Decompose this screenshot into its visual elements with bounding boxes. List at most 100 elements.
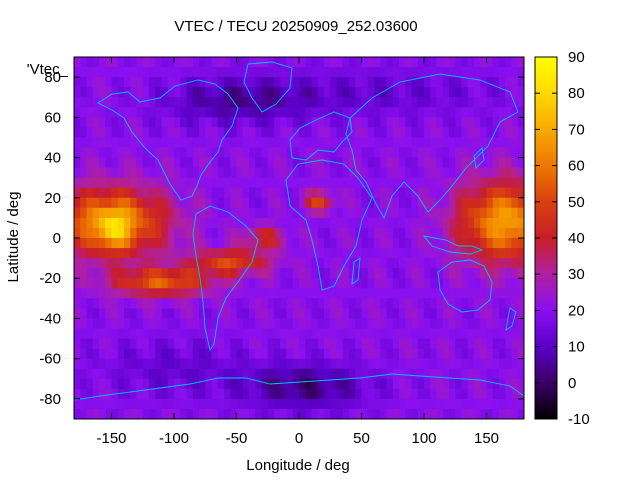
heatmap-cell bbox=[199, 328, 206, 340]
heatmap-cell bbox=[180, 328, 188, 340]
heatmap-cell bbox=[411, 117, 419, 128]
heatmap-cell bbox=[499, 358, 506, 370]
heatmap-cell bbox=[224, 328, 231, 340]
heatmap-cell bbox=[86, 177, 94, 189]
heatmap-cell bbox=[236, 177, 244, 189]
heatmap-cell bbox=[299, 87, 306, 98]
heatmap-cell bbox=[74, 298, 81, 309]
heatmap-cell bbox=[430, 398, 438, 410]
heatmap-cell bbox=[205, 57, 213, 68]
heatmap-cell bbox=[305, 187, 313, 199]
heatmap-cell bbox=[167, 248, 175, 259]
heatmap-cell bbox=[355, 328, 363, 340]
heatmap-cell bbox=[105, 147, 113, 159]
heatmap-cell bbox=[161, 278, 169, 289]
heatmap-cell bbox=[311, 348, 319, 360]
heatmap-cell bbox=[442, 177, 450, 189]
heatmap-cell bbox=[305, 57, 313, 68]
heatmap-cell bbox=[455, 147, 463, 159]
heatmap-cell bbox=[311, 227, 319, 239]
heatmap-cell bbox=[105, 117, 113, 128]
heatmap-cell bbox=[211, 107, 219, 118]
heatmap-cell bbox=[280, 398, 288, 410]
heatmap-cell bbox=[155, 318, 163, 330]
heatmap-cell bbox=[224, 107, 231, 118]
heatmap-cell bbox=[430, 167, 438, 179]
heatmap-cell bbox=[317, 398, 325, 410]
heatmap-cell bbox=[411, 298, 419, 309]
heatmap-cell bbox=[130, 167, 138, 179]
heatmap-cell bbox=[424, 358, 431, 370]
heatmap-cell bbox=[192, 157, 200, 169]
heatmap-cell bbox=[267, 318, 275, 330]
heatmap-cell bbox=[261, 147, 269, 159]
heatmap-cell bbox=[274, 197, 281, 209]
heatmap-cell bbox=[505, 217, 513, 229]
heatmap-cell bbox=[117, 217, 125, 229]
heatmap-cell bbox=[436, 238, 444, 249]
heatmap-cell bbox=[86, 107, 94, 118]
heatmap-cell bbox=[505, 278, 513, 289]
heatmap-cell bbox=[255, 358, 263, 370]
heatmap-cell bbox=[361, 288, 369, 299]
heatmap-cell bbox=[149, 147, 156, 159]
heatmap-cell bbox=[117, 258, 125, 269]
heatmap-cell bbox=[430, 157, 438, 169]
heatmap-cell bbox=[299, 278, 306, 289]
heatmap-cell bbox=[299, 318, 306, 330]
heatmap-cell bbox=[161, 217, 169, 229]
heatmap-cell bbox=[380, 157, 388, 169]
heatmap-cell bbox=[99, 57, 106, 68]
heatmap-cell bbox=[180, 318, 188, 330]
heatmap-cell bbox=[505, 67, 513, 78]
heatmap-cell bbox=[255, 318, 263, 330]
heatmap-cell bbox=[411, 177, 419, 189]
heatmap-cell bbox=[255, 388, 263, 400]
heatmap-cell bbox=[117, 328, 125, 340]
heatmap-cell bbox=[499, 388, 506, 400]
heatmap-cell bbox=[361, 77, 369, 88]
heatmap-cell bbox=[236, 207, 244, 219]
heatmap-cell bbox=[455, 217, 463, 229]
heatmap-cell bbox=[442, 157, 450, 169]
heatmap-cell bbox=[161, 348, 169, 360]
heatmap-cell bbox=[486, 177, 494, 189]
heatmap-cell bbox=[517, 378, 524, 390]
heatmap-cell bbox=[186, 67, 194, 78]
heatmap-cell bbox=[230, 248, 238, 259]
heatmap-cell bbox=[505, 318, 513, 330]
heatmap-cell bbox=[111, 57, 119, 68]
heatmap-cell bbox=[267, 147, 275, 159]
heatmap-cell bbox=[480, 127, 488, 139]
heatmap-cell bbox=[405, 408, 413, 419]
heatmap-cell bbox=[392, 338, 400, 350]
heatmap-cell bbox=[161, 57, 169, 68]
heatmap-cell bbox=[399, 348, 406, 360]
heatmap-cell bbox=[467, 107, 475, 118]
heatmap-cell bbox=[399, 358, 406, 370]
heatmap-cell bbox=[249, 358, 256, 370]
heatmap-cell bbox=[80, 238, 88, 249]
heatmap-cell bbox=[155, 167, 163, 179]
heatmap-cell bbox=[242, 278, 250, 289]
heatmap-cell bbox=[367, 278, 375, 289]
heatmap-cell bbox=[505, 117, 513, 128]
heatmap-cell bbox=[349, 288, 356, 299]
heatmap-cell bbox=[374, 348, 381, 360]
heatmap-cell bbox=[155, 268, 163, 279]
heatmap-cell bbox=[349, 378, 356, 390]
heatmap-cell bbox=[286, 328, 294, 340]
heatmap-cell bbox=[155, 288, 163, 299]
heatmap-cell bbox=[74, 288, 81, 299]
heatmap-cell bbox=[192, 328, 200, 340]
heatmap-cell bbox=[249, 137, 256, 149]
heatmap-cell bbox=[86, 197, 94, 209]
heatmap-cell bbox=[161, 268, 169, 279]
heatmap-cell bbox=[105, 368, 113, 380]
heatmap-cell bbox=[324, 298, 331, 309]
heatmap-cell bbox=[492, 67, 500, 78]
heatmap-cell bbox=[386, 248, 394, 259]
heatmap-cell bbox=[280, 368, 288, 380]
heatmap-cell bbox=[92, 388, 100, 400]
heatmap-cell bbox=[367, 378, 375, 390]
